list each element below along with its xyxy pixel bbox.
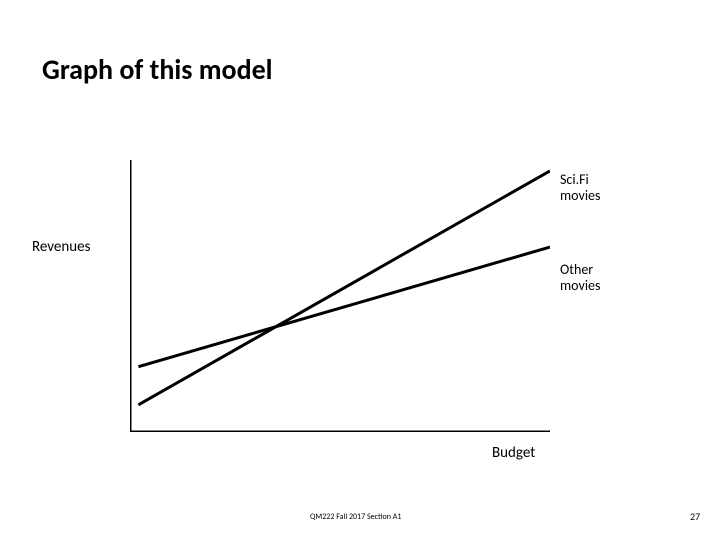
series-line-other — [138, 247, 550, 367]
footer-text: QM222 Fall 2017 Section A1 — [310, 512, 401, 522]
series-line-scifi — [138, 171, 550, 405]
line-chart — [130, 160, 550, 432]
page-number: 27 — [690, 510, 700, 523]
x-axis-label: Budget — [492, 444, 535, 462]
series-label-scifi: Sci.Fimovies — [560, 172, 600, 204]
y-axis-label: Revenues — [32, 238, 90, 256]
slide-title: Graph of this model — [42, 52, 273, 87]
series-label-other: Othermovies — [560, 262, 600, 294]
